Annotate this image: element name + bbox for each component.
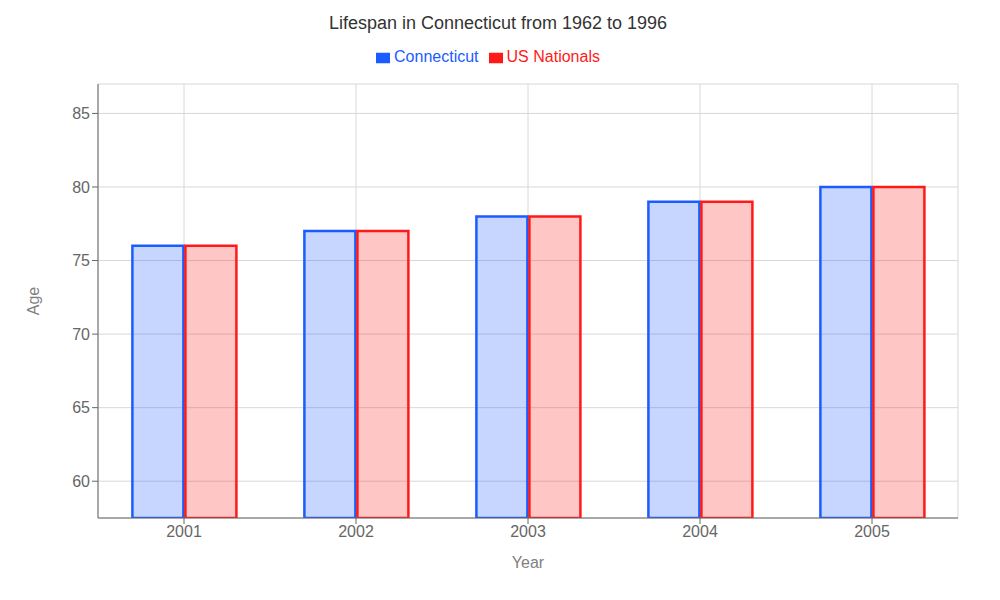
svg-text:60: 60 <box>72 473 90 490</box>
html-text:Lifespan in Connecticut from 1: Lifespan in Connecticut from 1962 to 199… <box>328 13 668 33</box>
svg-text:2004: 2004 <box>682 523 718 540</box>
svg-text:Age: Age <box>25 287 42 316</box>
svg-text:80: 80 <box>72 179 90 196</box>
html-text:Connecticut: Connecticut <box>394 48 479 65</box>
svg-text:75: 75 <box>72 252 90 269</box>
svg-text:85: 85 <box>72 105 90 122</box>
svg-text:2005: 2005 <box>854 523 890 540</box>
svg-text:70: 70 <box>72 326 90 343</box>
svg-text:65: 65 <box>72 399 90 416</box>
svg-text:2003: 2003 <box>510 523 546 540</box>
svg-text:2001: 2001 <box>166 523 202 540</box>
svg-text:2002: 2002 <box>338 523 374 540</box>
html-text:US Nationals: US Nationals <box>506 48 600 65</box>
svg-text:Year: Year <box>512 554 545 571</box>
